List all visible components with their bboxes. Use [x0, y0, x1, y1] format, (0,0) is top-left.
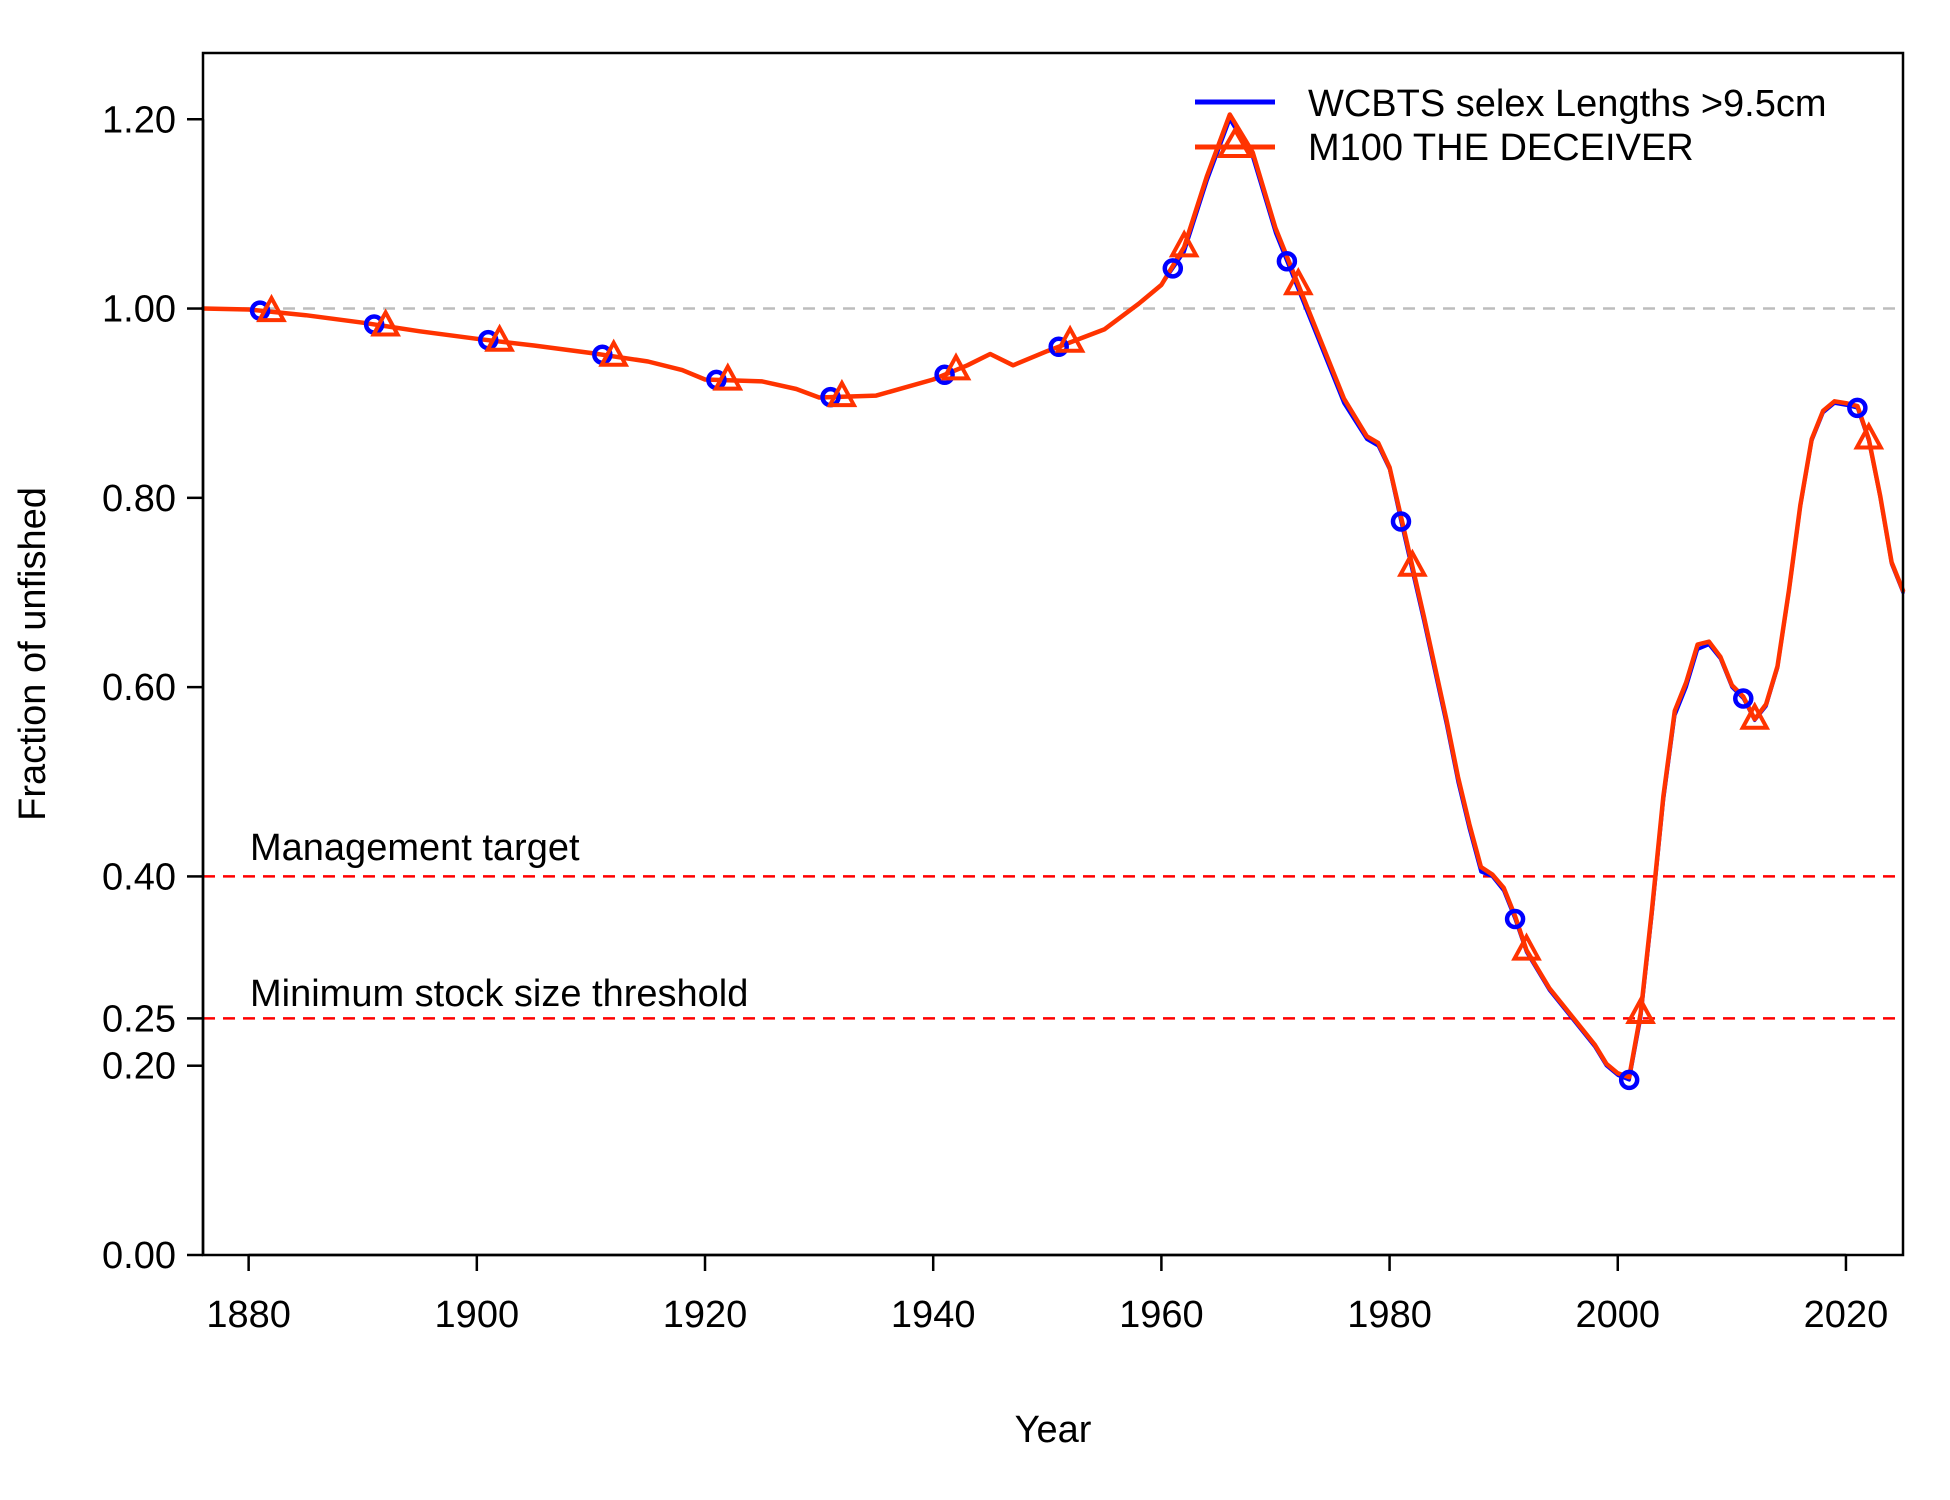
x-axis-title: Year: [1015, 1409, 1092, 1451]
series-1-marker-6: [940, 352, 972, 381]
series-0-marker-13: [1733, 688, 1754, 709]
series-1-marker-12: [1625, 995, 1656, 1024]
series-markers: [249, 229, 1885, 1091]
series-1-marker-1: [370, 308, 401, 337]
y-tick-label-4: 0.60: [102, 667, 176, 709]
management-target-label: Management target: [250, 827, 580, 869]
y-axis: 0.00 0.20 0.25 0.40 0.60 0.80 1.00 1.20: [102, 99, 205, 1277]
x-tick-label-4: 1960: [1119, 1294, 1204, 1336]
series-line-1: [200, 112, 1906, 1080]
x-tick-label-0: 1880: [206, 1294, 291, 1336]
x-axis: 1880 1900 1920 1940 1960 1980 2000 2020: [206, 1253, 1889, 1336]
y-tick-label-5: 0.80: [102, 478, 176, 520]
series-0-marker-12: [1618, 1069, 1640, 1091]
legend-label-wcbts: WCBTS selex Lengths >9.5cm: [1308, 83, 1827, 125]
series-0-marker-9: [1276, 250, 1298, 272]
series-1-marker-10: [1397, 548, 1428, 577]
y-tick-label-0: 0.00: [102, 1235, 176, 1277]
y-tick-label-2: 0.25: [102, 998, 176, 1040]
legend-label-m100: M100 THE DECEIVER: [1308, 127, 1694, 169]
y-axis-title: Fraction of unfished: [12, 487, 54, 821]
x-tick-label-7: 2020: [1804, 1294, 1889, 1336]
y-tick-label-7: 1.20: [102, 99, 176, 141]
y-tick-label-3: 0.40: [102, 856, 176, 898]
y-tick-label-1: 0.20: [102, 1046, 176, 1088]
series-1-marker-13: [1739, 701, 1771, 730]
series-0-marker-10: [1390, 511, 1412, 532]
minimum-stock-threshold-label: Minimum stock size threshold: [250, 973, 748, 1015]
series-1-marker-5: [826, 378, 858, 408]
series-1-marker-14: [1853, 421, 1885, 450]
series-0-marker-7: [1048, 336, 1069, 358]
x-tick-label-1: 1900: [435, 1294, 520, 1336]
series-1-marker-11: [1511, 932, 1542, 961]
series-1-marker-4: [712, 362, 744, 391]
series-1-marker-2: [484, 323, 515, 352]
series-0-marker-14: [1847, 397, 1868, 419]
series-0-marker-8: [1162, 258, 1184, 279]
series-lines: [200, 112, 1906, 1082]
legend: WCBTS selex Lengths >9.5cm M100 THE DECE…: [1195, 83, 1827, 169]
y-tick-label-6: 1.00: [102, 289, 176, 331]
legend-marker-m100: [1216, 125, 1254, 158]
x-tick-label-5: 1980: [1347, 1294, 1432, 1336]
x-tick-label-6: 2000: [1575, 1294, 1660, 1336]
x-tick-label-2: 1920: [663, 1294, 748, 1336]
x-tick-label-3: 1940: [891, 1294, 976, 1336]
series-1-marker-7: [1054, 324, 1086, 353]
series-0-marker-6: [934, 364, 955, 386]
reference-labels: Management target Minimum stock size thr…: [250, 827, 748, 1015]
series-1-marker-8: [1168, 229, 1200, 258]
reference-lines: [203, 307, 1903, 1020]
series-0-marker-11: [1504, 908, 1526, 930]
plot-frame: [201, 51, 1905, 1257]
series-1-marker-3: [598, 338, 630, 367]
series-1-marker-0: [256, 293, 287, 323]
series-1-marker-9: [1282, 267, 1314, 296]
